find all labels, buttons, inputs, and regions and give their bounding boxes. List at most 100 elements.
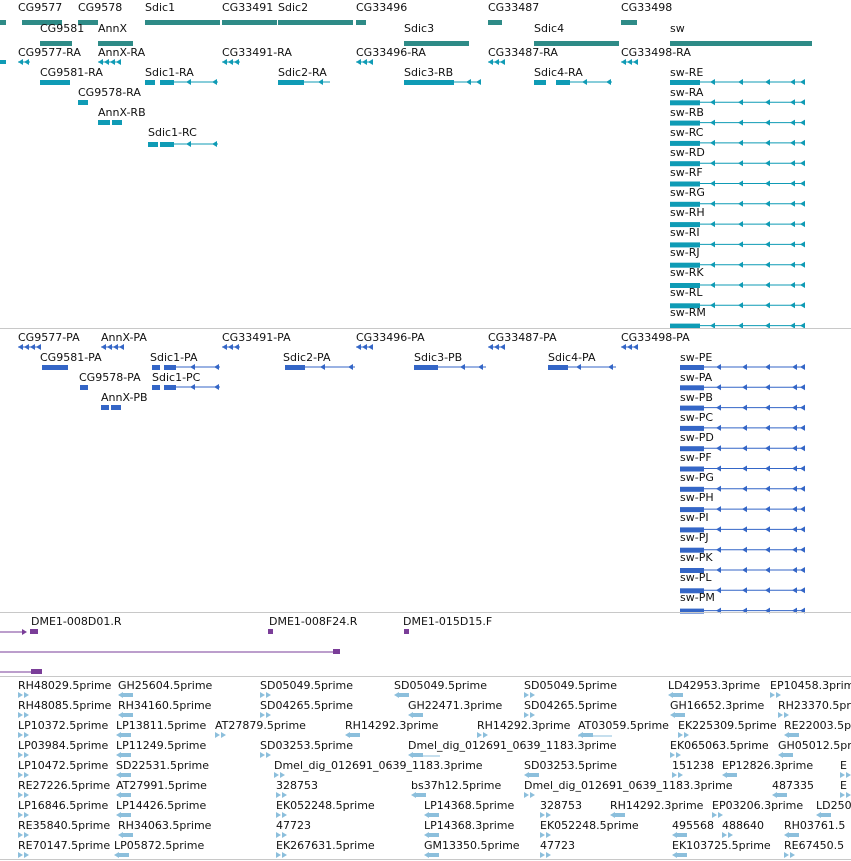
gene-label[interactable]: sw bbox=[670, 22, 685, 35]
est-label[interactable]: Dmel_dig_012691_0639_1183.3prime bbox=[408, 739, 617, 752]
gene-label[interactable]: Sdic3 bbox=[404, 22, 435, 35]
est-label[interactable]: 47723 bbox=[540, 839, 575, 852]
est-label[interactable]: LP13811.5prime bbox=[116, 719, 207, 732]
transcript-label[interactable]: CG33491-RA bbox=[222, 46, 292, 59]
est-label[interactable]: LP14368.3prime bbox=[424, 819, 515, 832]
protein-label[interactable]: sw-PC bbox=[680, 411, 714, 424]
transcript-label[interactable]: CG9578-RA bbox=[78, 86, 141, 99]
est-label[interactable]: RH23370.5prime bbox=[778, 699, 851, 712]
protein-label[interactable]: Sdic1-PA bbox=[150, 351, 198, 364]
est-label[interactable]: E bbox=[840, 779, 847, 792]
est-label[interactable]: LP10472.5prime bbox=[18, 759, 109, 772]
est-label[interactable]: EK052248.5prime bbox=[540, 819, 639, 832]
est-label[interactable]: EP12826.3prime bbox=[722, 759, 814, 772]
protein-label[interactable]: sw-PA bbox=[680, 371, 713, 384]
transcript-label[interactable]: sw-RL bbox=[670, 286, 703, 299]
est-label[interactable]: 328753 bbox=[540, 799, 582, 812]
protein-label[interactable]: sw-PL bbox=[680, 571, 712, 584]
protein-label[interactable]: CG9581-PA bbox=[40, 351, 102, 364]
protein-label[interactable]: sw-PJ bbox=[680, 531, 709, 544]
protein-label[interactable]: sw-PB bbox=[680, 391, 713, 404]
est-label[interactable]: 487335 bbox=[772, 779, 814, 792]
protein-label[interactable]: AnnX-PA bbox=[101, 331, 147, 344]
est-label[interactable]: RH14292.3prime bbox=[345, 719, 439, 732]
est-label[interactable]: SD03253.5prime bbox=[260, 739, 353, 752]
transcript-label[interactable]: sw-RH bbox=[670, 206, 705, 219]
transcript-label[interactable]: Sdic1-RA bbox=[145, 66, 194, 79]
est-label[interactable]: LD42953.3prime bbox=[668, 679, 761, 692]
est-label[interactable]: LD250 bbox=[816, 799, 851, 812]
est-label[interactable]: RH48029.5prime bbox=[18, 679, 112, 692]
transcript-label[interactable]: CG33498-RA bbox=[621, 46, 691, 59]
protein-label[interactable]: CG33498-PA bbox=[621, 331, 690, 344]
est-label[interactable]: 47723 bbox=[276, 819, 311, 832]
est-label[interactable]: RE22003.5prime bbox=[784, 719, 851, 732]
est-label[interactable]: AT27879.5prime bbox=[215, 719, 306, 732]
est-label[interactable]: RH14292.3prime bbox=[477, 719, 571, 732]
est-label[interactable]: SD05049.5prime bbox=[394, 679, 487, 692]
transcript-label[interactable]: sw-RA bbox=[670, 86, 704, 99]
est-label[interactable]: bs37h12.5prime bbox=[411, 779, 502, 792]
transcript-label[interactable]: CG9581-RA bbox=[40, 66, 103, 79]
transcript-label[interactable]: sw-RE bbox=[670, 66, 704, 79]
protein-label[interactable]: sw-PK bbox=[680, 551, 713, 564]
transcript-label[interactable]: CG33487-RA bbox=[488, 46, 558, 59]
gene-label[interactable]: CG33487 bbox=[488, 1, 540, 14]
est-label[interactable]: EP10458.3prime bbox=[770, 679, 851, 692]
est-label[interactable]: RH34160.5prime bbox=[118, 699, 212, 712]
est-label[interactable]: EK052248.5prime bbox=[276, 799, 375, 812]
est-label[interactable]: LP03984.5prime bbox=[18, 739, 109, 752]
est-label[interactable]: 151238 bbox=[672, 759, 714, 772]
transcript-label[interactable]: sw-RG bbox=[670, 186, 705, 199]
transcript-label[interactable]: Sdic3-RB bbox=[404, 66, 454, 79]
protein-label[interactable]: sw-PH bbox=[680, 491, 714, 504]
clone-label[interactable]: DME1-015D15.F bbox=[403, 615, 493, 628]
protein-label[interactable]: CG33491-PA bbox=[222, 331, 291, 344]
est-label[interactable]: GH05012.5prime bbox=[778, 739, 851, 752]
transcript-label[interactable]: sw-RI bbox=[670, 226, 700, 239]
transcript-label[interactable]: sw-RC bbox=[670, 126, 704, 139]
protein-label[interactable]: Sdic2-PA bbox=[283, 351, 331, 364]
est-label[interactable]: 488640 bbox=[722, 819, 764, 832]
gene-label[interactable]: Sdic2 bbox=[278, 1, 309, 14]
transcript-label[interactable]: sw-RM bbox=[670, 306, 706, 319]
est-label[interactable]: GH25604.5prime bbox=[118, 679, 213, 692]
est-label[interactable]: LP16846.5prime bbox=[18, 799, 109, 812]
protein-label[interactable]: sw-PD bbox=[680, 431, 714, 444]
est-label[interactable]: SD03253.5prime bbox=[524, 759, 617, 772]
protein-label[interactable]: CG33487-PA bbox=[488, 331, 557, 344]
est-label[interactable]: RH14292.3prime bbox=[610, 799, 704, 812]
est-label[interactable]: Dmel_dig_012691_0639_1183.3prime bbox=[274, 759, 483, 772]
est-label[interactable]: LP10372.5prime bbox=[18, 719, 109, 732]
est-label[interactable]: SD22531.5prime bbox=[116, 759, 209, 772]
est-label[interactable]: RH34063.5prime bbox=[118, 819, 212, 832]
est-label[interactable]: LP05872.5prime bbox=[114, 839, 205, 852]
est-label[interactable]: GH22471.3prime bbox=[408, 699, 503, 712]
est-label[interactable]: LP11249.5prime bbox=[116, 739, 207, 752]
est-label[interactable]: EK103725.5prime bbox=[672, 839, 771, 852]
protein-label[interactable]: CG33496-PA bbox=[356, 331, 425, 344]
transcript-label[interactable]: sw-RF bbox=[670, 166, 703, 179]
protein-label[interactable]: AnnX-PB bbox=[101, 391, 148, 404]
est-label[interactable]: RH03761.5 bbox=[784, 819, 846, 832]
est-label[interactable]: SD05049.5prime bbox=[260, 679, 353, 692]
est-label[interactable]: EK225309.5prime bbox=[678, 719, 777, 732]
est-label[interactable]: SD04265.5prime bbox=[260, 699, 353, 712]
transcript-label[interactable]: CG9577-RA bbox=[18, 46, 81, 59]
clone-label[interactable]: DME1-008D01.R bbox=[31, 615, 122, 628]
gene-label[interactable]: CG9577 bbox=[18, 1, 63, 14]
est-label[interactable]: AT03059.5prime bbox=[578, 719, 669, 732]
transcript-label[interactable]: sw-RD bbox=[670, 146, 705, 159]
transcript-label[interactable]: Sdic4-RA bbox=[534, 66, 583, 79]
est-label[interactable]: AT27991.5prime bbox=[116, 779, 207, 792]
est-label[interactable]: EK065063.5prime bbox=[670, 739, 769, 752]
est-label[interactable]: RE70147.5prime bbox=[18, 839, 111, 852]
protein-label[interactable]: sw-PE bbox=[680, 351, 713, 364]
protein-label[interactable]: Sdic3-PB bbox=[414, 351, 463, 364]
transcript-label[interactable]: AnnX-RB bbox=[98, 106, 146, 119]
protein-label[interactable]: Sdic4-PA bbox=[548, 351, 596, 364]
gene-label[interactable]: CG9578 bbox=[78, 1, 123, 14]
protein-label[interactable]: CG9577-PA bbox=[18, 331, 80, 344]
est-label[interactable]: 495568 bbox=[672, 819, 714, 832]
gene-label[interactable]: CG33496 bbox=[356, 1, 408, 14]
